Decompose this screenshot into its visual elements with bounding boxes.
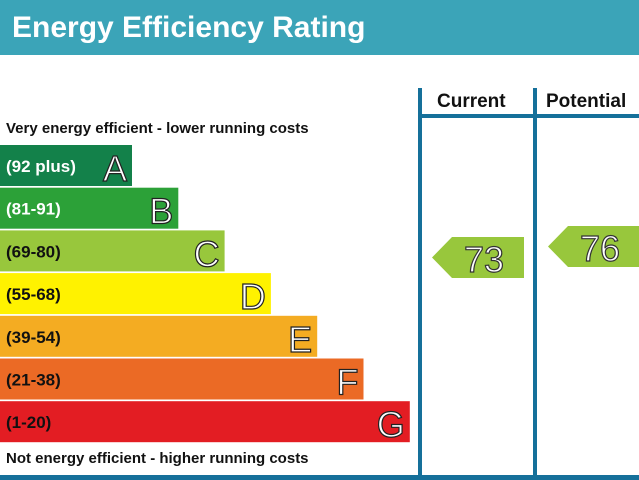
top-note: Very energy efficient - lower running co… bbox=[6, 120, 309, 137]
current-value: 73 bbox=[464, 239, 504, 280]
band-range-e: (39-54) bbox=[6, 328, 61, 347]
frame-header-line bbox=[418, 114, 639, 118]
potential-value: 76 bbox=[580, 228, 620, 269]
current-arrow bbox=[432, 237, 524, 278]
frame-line-left bbox=[418, 88, 422, 478]
band-letter-a: A bbox=[103, 148, 127, 189]
band-letter-b: B bbox=[149, 191, 173, 232]
column-header-potential: Potential bbox=[546, 91, 626, 112]
potential-arrow bbox=[548, 226, 639, 267]
band-range-b: (81-91) bbox=[6, 200, 61, 219]
band-range-a: (92 plus) bbox=[6, 157, 76, 176]
band-bar-g bbox=[0, 401, 410, 443]
band-bar-a bbox=[0, 145, 132, 186]
band-bar-c bbox=[0, 230, 225, 272]
band-letter-e: E bbox=[288, 319, 312, 360]
band-bar-d bbox=[0, 273, 271, 315]
band-letter-f: F bbox=[337, 362, 359, 403]
band-letter-d: D bbox=[240, 276, 266, 317]
bottom-note: Not energy efficient - higher running co… bbox=[6, 450, 309, 467]
chart-title: Energy Efficiency Rating bbox=[0, 0, 639, 55]
frame-line-middle bbox=[533, 88, 537, 478]
band-bar-e bbox=[0, 315, 318, 357]
band-range-c: (69-80) bbox=[6, 242, 61, 261]
band-range-f: (21-38) bbox=[6, 371, 61, 390]
band-letter-g: G bbox=[377, 404, 405, 445]
band-range-d: (55-68) bbox=[6, 285, 61, 304]
band-bar-b bbox=[0, 187, 179, 229]
band-letter-c: C bbox=[194, 233, 220, 274]
frame-bottom-line bbox=[0, 475, 639, 480]
band-bar-f bbox=[0, 358, 364, 400]
band-range-g: (1-20) bbox=[6, 413, 51, 432]
column-header-current: Current bbox=[437, 91, 506, 112]
